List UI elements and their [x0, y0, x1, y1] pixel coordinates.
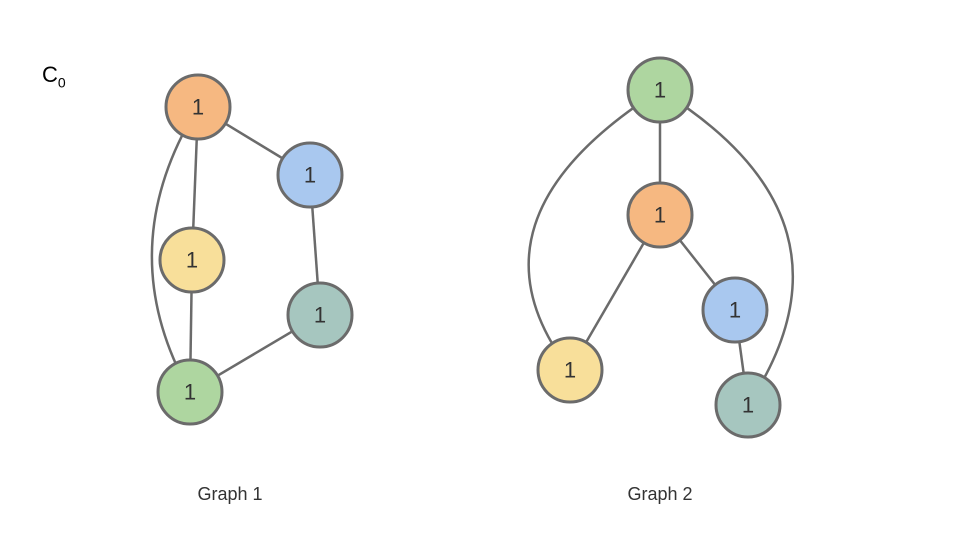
graph-node: 1	[166, 75, 230, 139]
node-label: 1	[192, 95, 204, 120]
node-label: 1	[742, 393, 754, 418]
node-label: 1	[186, 248, 198, 273]
edge	[660, 90, 793, 405]
graph-node: 1	[288, 283, 352, 347]
node-label: 1	[729, 298, 741, 323]
graph-caption: Graph 2	[627, 484, 692, 504]
graph-node: 1	[538, 338, 602, 402]
graph-node: 1	[158, 360, 222, 424]
node-label: 1	[314, 303, 326, 328]
edges-layer	[152, 90, 793, 405]
graph-node: 1	[160, 228, 224, 292]
graph-node: 1	[278, 143, 342, 207]
graph-node: 1	[703, 278, 767, 342]
node-label: 1	[654, 78, 666, 103]
graph-node: 1	[716, 373, 780, 437]
graph-caption: Graph 1	[197, 484, 262, 504]
node-label: 1	[184, 380, 196, 405]
node-label: 1	[654, 203, 666, 228]
node-label: 1	[304, 163, 316, 188]
graph-node: 1	[628, 183, 692, 247]
node-label: 1	[564, 358, 576, 383]
captions-layer: Graph 1 Graph 2	[197, 484, 692, 504]
graph-node: 1	[628, 58, 692, 122]
diagram-canvas: 1 1 1 1 1 1 1 1 1 1 Graph 1 Graph 2	[0, 0, 960, 540]
